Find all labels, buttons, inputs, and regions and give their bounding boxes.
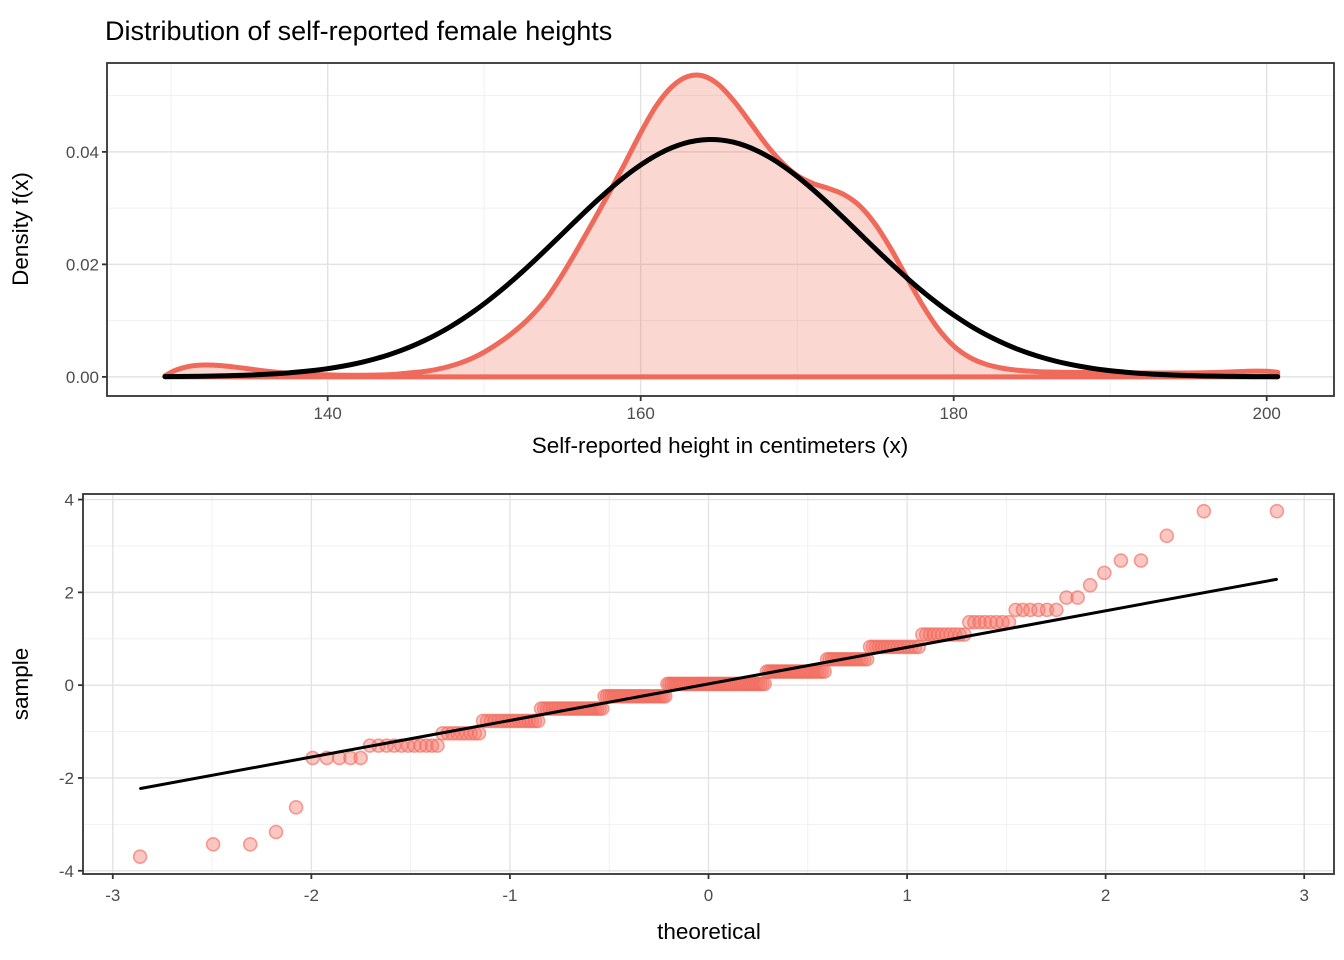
qq-point [1113,553,1129,568]
y-tick-label: 0.04 [66,143,99,162]
density-chart: Distribution of self-reported female hei… [8,16,1335,458]
x-tick-label: 160 [626,404,654,423]
y-tick-label: 0 [65,676,74,695]
density-chart-panel: 140 160 180 200 0.00 0.02 0.04 [66,62,1335,423]
qq-point [268,824,284,840]
qq-point [967,614,982,630]
x-tick-label: 180 [940,404,968,423]
qq-point [757,676,772,692]
bottom-x-axis-title: theoretical [657,919,761,944]
qq-point [961,614,977,630]
qq-point [1082,577,1098,593]
qq-point [817,664,832,679]
x-tick-label: 3 [1299,886,1308,905]
qq-point [1133,553,1149,568]
qq-point [972,614,987,630]
qq-point [1049,602,1064,618]
qq-point [242,837,258,852]
qq-points [132,503,1285,864]
qq-point [288,800,304,815]
chart-title: Distribution of self-reported female hei… [105,16,612,46]
x-tick-label: 0 [704,886,713,905]
y-tick-label: 4 [65,491,74,510]
qq-reference-line [139,577,1278,790]
qq-point [1015,602,1031,618]
x-tick-label: 200 [1253,404,1281,423]
qq-point [1196,503,1212,519]
y-tick-label: -4 [59,862,74,881]
x-tick-label: 140 [313,404,341,423]
qq-point [1059,590,1074,605]
empirical-density-curve [162,72,1281,380]
x-tick-label: -1 [502,886,517,905]
qq-point [132,849,148,864]
qq-point [471,725,487,741]
bottom-y-axis-title: sample [8,648,33,721]
qq-point [1159,528,1175,544]
x-tick-label: 2 [1101,886,1110,905]
x-tick-label: -3 [105,886,120,905]
qq-point [424,738,440,753]
y-tick-label: 0.02 [66,255,99,274]
qq-point [1070,590,1085,605]
panel-background [107,63,1334,396]
qq-point [977,614,993,630]
qq-point [353,750,368,766]
x-tick-label: -2 [304,886,319,905]
qq-point [343,750,358,766]
y-tick-label: -2 [59,769,74,788]
panel-border [106,62,1335,397]
top-y-axis-title: Density f(x) [8,172,33,286]
qq-chart: -3 -2 -1 0 1 2 3 -4 -2 0 2 4 theoretical sample [8,491,1335,944]
qq-point [430,738,445,753]
normal-density-curve [162,137,1281,380]
qq-point [1269,503,1285,519]
y-tick-label: 2 [65,583,74,602]
qq-point [1097,565,1112,581]
qq-chart-panel: -3 -2 -1 0 1 2 3 -4 -2 0 2 4 [59,491,1335,905]
qq-point [918,627,934,642]
x-tick-label: 1 [902,886,911,905]
qq-point [419,738,434,753]
qq-point [205,837,221,852]
top-x-axis-title: Self-reported height in centimeters (x) [532,433,908,458]
y-tick-label: 0.00 [66,368,99,387]
qq-point [915,627,930,642]
